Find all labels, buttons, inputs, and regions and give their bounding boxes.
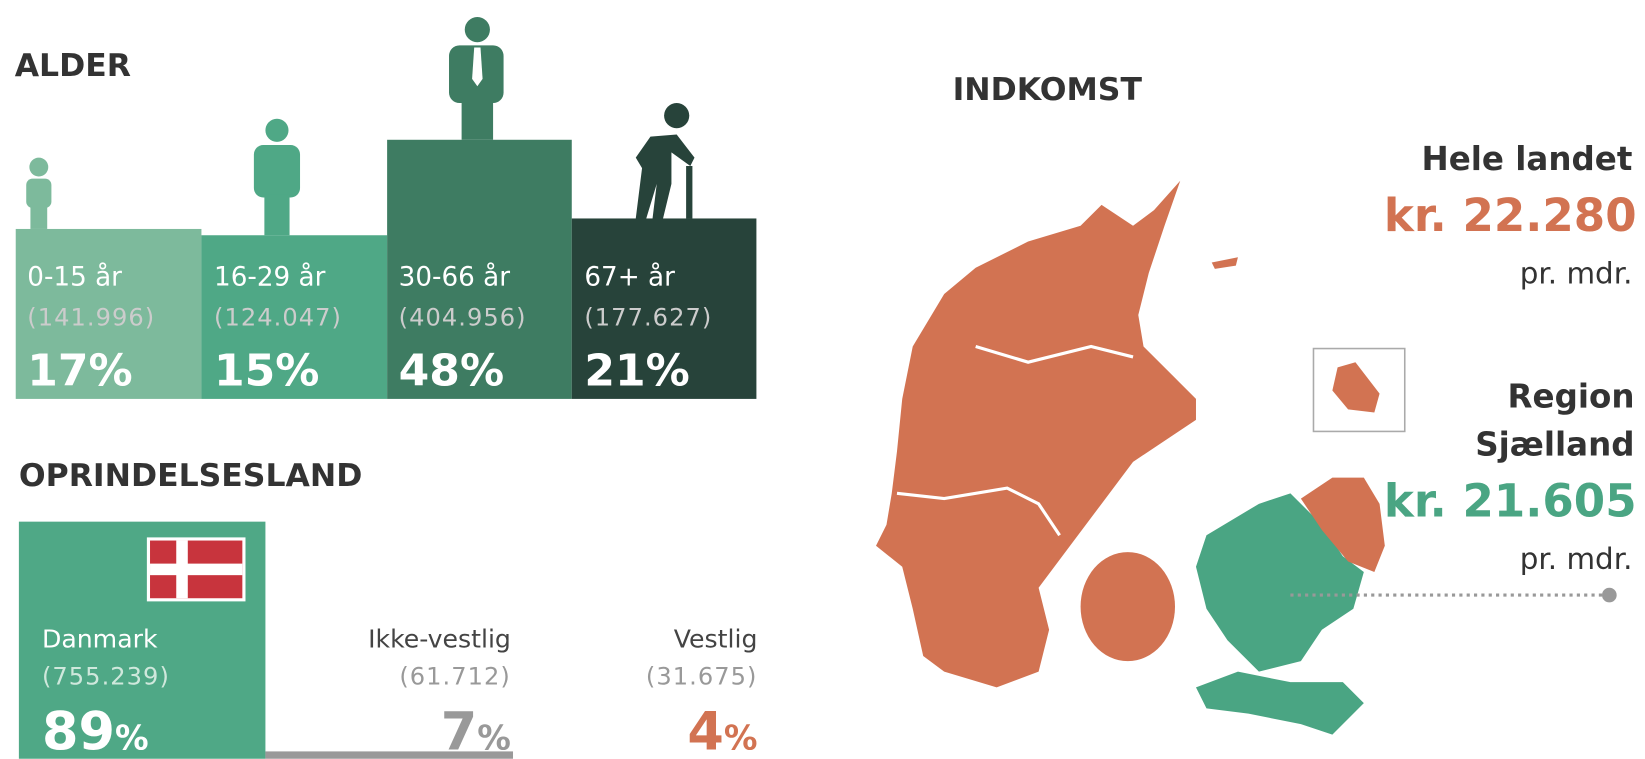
percent-sign: %: [115, 718, 149, 757]
age-label: 30-66 år: [399, 262, 511, 293]
origin-label: Ikke-vestlig: [368, 625, 511, 654]
income-label: Hele landet: [1422, 140, 1633, 178]
origin-percent: 4%: [687, 701, 757, 759]
age-percent: 48%: [399, 345, 504, 396]
age-bar: [201, 235, 388, 399]
danish-flag: [146, 537, 246, 602]
origin-label: Vestlig: [674, 625, 758, 654]
age-bar: [387, 139, 572, 399]
elder-icon: [635, 103, 695, 219]
denmark-map: [876, 180, 1406, 735]
age-count: (177.627): [584, 303, 712, 331]
income-label: Sjælland: [1475, 426, 1634, 464]
origin-baseline: [265, 751, 514, 759]
income-unit: pr. mdr.: [1520, 542, 1633, 576]
age-label: 67+ år: [584, 262, 675, 293]
section-title: INDKOMST: [953, 72, 1143, 108]
leader-dot: [1601, 587, 1617, 603]
percent-number: 89: [42, 701, 115, 759]
section-title: ALDER: [15, 48, 131, 84]
origin-count: (31.675): [646, 662, 758, 690]
age-count: (404.956): [399, 303, 527, 331]
origin-percent: 7%: [441, 701, 511, 759]
age-bar: [571, 218, 757, 399]
percent-sign: %: [477, 718, 511, 757]
age-bar: [15, 228, 202, 399]
percent-number: 7: [441, 701, 478, 759]
age-percent: 15%: [214, 345, 319, 396]
adult-icon: [449, 17, 504, 140]
youth-icon: [253, 118, 301, 236]
income-label: Region: [1508, 377, 1635, 415]
section-title: OPRINDELSESLAND: [19, 458, 362, 494]
origin-percent: 89%: [42, 701, 149, 759]
child-icon: [26, 157, 52, 229]
origin-label: Danmark: [42, 625, 158, 654]
age-percent: 21%: [584, 345, 689, 396]
age-count: (141.996): [27, 303, 155, 331]
age-percent: 17%: [27, 345, 132, 396]
percent-sign: %: [724, 718, 758, 757]
percent-number: 4: [687, 701, 724, 759]
income-amount: kr. 21.605: [1384, 474, 1637, 527]
origin-count: (755.239): [42, 662, 170, 690]
income-amount: kr. 22.280: [1384, 189, 1637, 242]
origin-count: (61.712): [399, 662, 511, 690]
age-label: 16-29 år: [214, 262, 326, 293]
income-unit: pr. mdr.: [1520, 257, 1633, 291]
age-count: (124.047): [214, 303, 342, 331]
age-label: 0-15 år: [27, 262, 122, 293]
